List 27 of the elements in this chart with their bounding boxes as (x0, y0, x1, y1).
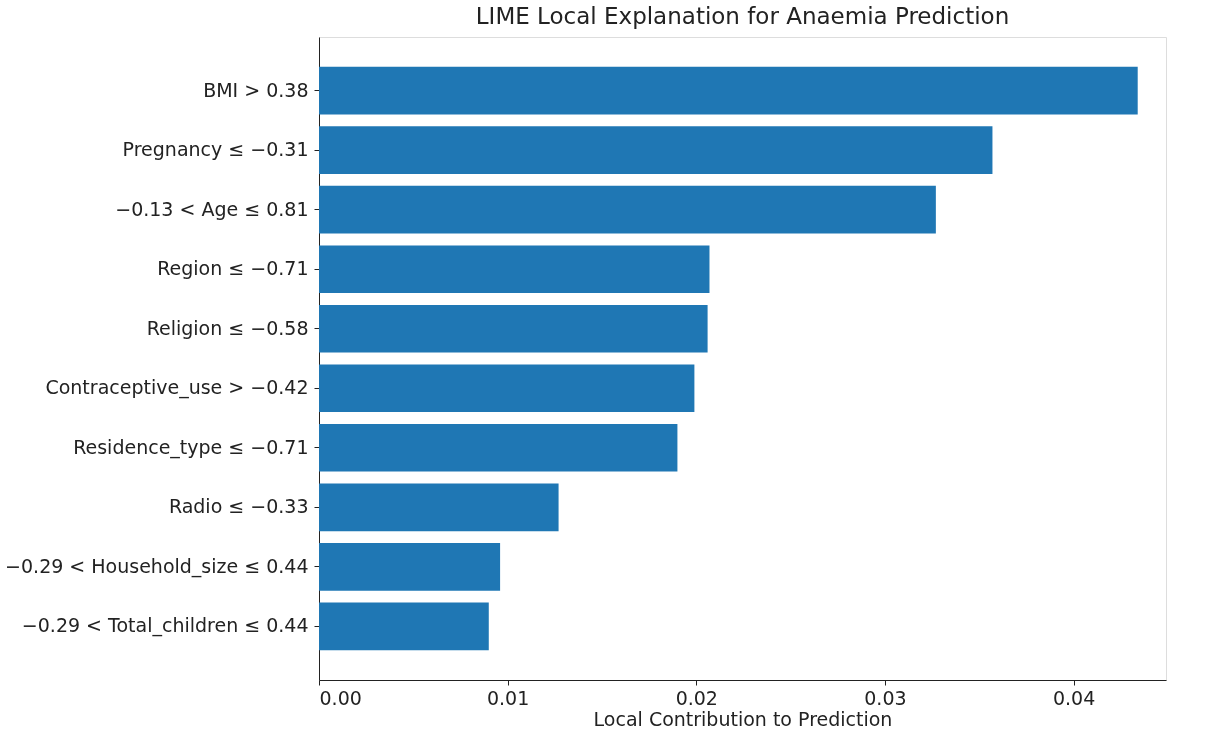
y-tick-label: Religion ≤ −0.58 (146, 316, 309, 339)
bar (319, 483, 559, 532)
y-tick-label: Region ≤ −0.71 (157, 257, 309, 280)
x-tick-label: 0.04 (1052, 686, 1096, 709)
y-tick-label: −0.29 < Total_children ≤ 0.44 (21, 614, 309, 638)
x-tick-label: 0.01 (486, 686, 530, 709)
y-tick-label: BMI > 0.38 (203, 78, 309, 101)
bar (319, 185, 936, 234)
bar (319, 602, 489, 651)
y-tick-label: −0.13 < Age ≤ 0.81 (115, 197, 309, 220)
y-tick-label: Residence_type ≤ −0.71 (73, 435, 309, 459)
bar (319, 304, 708, 353)
bar (319, 245, 710, 294)
y-tick-label: Contraceptive_use > −0.42 (45, 376, 309, 400)
bar (319, 66, 1138, 115)
x-tick-label: 0.03 (864, 686, 907, 709)
y-tick-label: Pregnancy ≤ −0.31 (122, 138, 309, 161)
chart-title: LIME Local Explanation for Anaemia Prediction (475, 3, 1010, 29)
x-tick-label: 0.00 (319, 686, 362, 709)
x-tick-label: 0.02 (675, 686, 718, 709)
bar (319, 423, 678, 472)
y-tick-label: −0.29 < Household_size ≤ 0.44 (5, 554, 309, 578)
bar (319, 126, 993, 174)
y-tick-label: Radio ≤ −0.33 (168, 495, 309, 518)
bar (319, 364, 695, 413)
x-axis-title: Local Contribution to Prediction (593, 707, 893, 730)
bar (319, 543, 501, 591)
